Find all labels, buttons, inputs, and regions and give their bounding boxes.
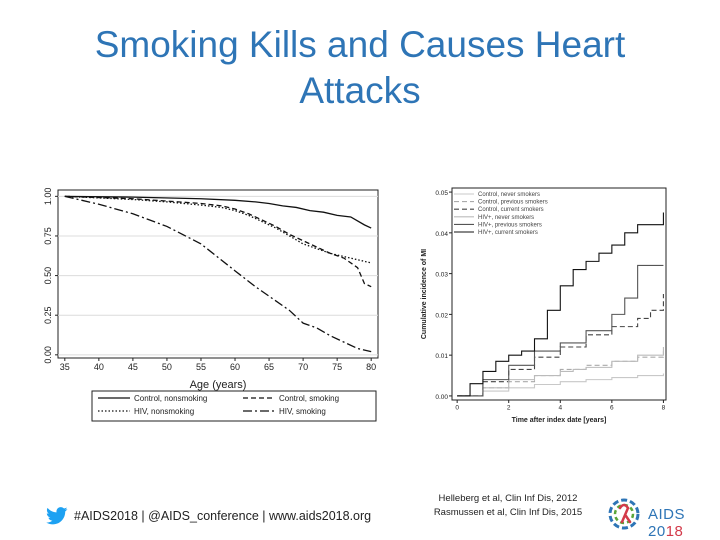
x-tick-label: 4 xyxy=(558,405,562,412)
logo-text: AIDS 2018 xyxy=(648,506,712,540)
y-tick-label: 0.00 xyxy=(435,394,448,401)
references: Helleberg et al, Clin Inf Dis, 2012 Rasm… xyxy=(418,492,598,520)
series-line-hiv-nonsmoking xyxy=(64,195,372,264)
y-tick-label: 0.05 xyxy=(435,190,448,197)
twitter-icon[interactable] xyxy=(46,507,68,525)
legend-label: HIV+, never smokers xyxy=(478,215,534,221)
logo-text-accent: 18 xyxy=(665,523,684,540)
legend-label: Control, current smokers xyxy=(478,207,544,213)
series-line-control-nonsmoking xyxy=(64,195,372,229)
x-tick-label: 70 xyxy=(298,362,308,372)
y-tick-label: 0.75 xyxy=(43,227,53,245)
series-line-hiv-smoking xyxy=(64,195,372,353)
x-tick-label: 0 xyxy=(455,405,459,412)
x-tick-label: 35 xyxy=(60,362,70,372)
survival-chart: 0.00 0.25 0.50 0.75 1.00 35 40 45 50 55 60 65 70 75 80… xyxy=(43,188,379,422)
legend-label: Control, smoking xyxy=(279,394,339,403)
series-line-control-never-smokers xyxy=(457,373,664,397)
legend-label: HIV+, previous smokers xyxy=(478,222,542,228)
y-tick-label: 0.03 xyxy=(435,272,448,279)
x-tick-label: 2 xyxy=(507,405,511,412)
series-line-hiv-previous-smokers xyxy=(457,264,664,397)
series-line-hiv-current-smokers xyxy=(457,212,664,397)
y-tick-label: 0.01 xyxy=(435,353,448,360)
series-line-control-smoking xyxy=(64,195,372,288)
series-line-hiv-never-smokers xyxy=(457,347,664,397)
x-tick-label: 40 xyxy=(94,362,104,372)
x-tick-label: 55 xyxy=(196,362,206,372)
y-tick-label: 0.02 xyxy=(435,312,448,319)
legend-label: HIV+, current smokers xyxy=(478,230,538,236)
aids2018-logo: AIDS 2018 xyxy=(604,496,712,540)
y-tick-label: 0.00 xyxy=(43,346,53,364)
legend-label: HIV, nonsmoking xyxy=(134,407,194,416)
x-tick-label: 6 xyxy=(610,405,614,412)
x-tick-label: 75 xyxy=(332,362,342,372)
y-tick-label: 0.50 xyxy=(43,267,53,285)
footer-text: #AIDS2018 | @AIDS_conference | www.aids2… xyxy=(74,509,372,523)
x-tick-label: 8 xyxy=(662,405,666,412)
ribbon-logo-icon xyxy=(608,498,640,530)
mi-incidence-chart: 0.00 0.01 0.02 0.03 0.04 0.05 0 2 4 6 8 Time after … xyxy=(421,187,667,424)
legend-label: Control, nonsmoking xyxy=(134,394,207,403)
y-tick-label: 0.25 xyxy=(43,306,53,324)
x-tick-label: 60 xyxy=(230,362,240,372)
plot-frame xyxy=(451,187,667,401)
slide-title: Smoking Kills and Causes Heart Attacks xyxy=(94,24,626,111)
y-tick-label: 0.04 xyxy=(435,231,448,238)
y-axis-label: Cumulative incidence of MI xyxy=(421,249,428,339)
x-tick-label: 45 xyxy=(128,362,138,372)
x-tick-label: 80 xyxy=(366,362,376,372)
x-tick-label: 65 xyxy=(264,362,274,372)
legend-label: HIV, smoking xyxy=(279,407,326,416)
y-tick-label: 1.00 xyxy=(43,188,53,206)
x-axis-label: Age (years) xyxy=(190,379,247,391)
x-tick-label: 50 xyxy=(162,362,172,372)
x-axis-label: Time after index date [years] xyxy=(512,417,607,424)
legend-label: Control, never smokers xyxy=(478,192,540,198)
logo-text-main: AIDS 20 xyxy=(648,506,686,540)
plot-frame xyxy=(57,189,379,359)
legend-label: Control, previous smokers xyxy=(478,200,548,206)
legend-box xyxy=(91,390,377,422)
reference-1: Helleberg et al, Clin Inf Dis, 2012 xyxy=(438,493,578,504)
footer: #AIDS2018 | @AIDS_conference | www.aids2… xyxy=(46,505,371,527)
reference-2: Rasmussen et al, Clin Inf Dis, 2015 xyxy=(433,507,583,518)
